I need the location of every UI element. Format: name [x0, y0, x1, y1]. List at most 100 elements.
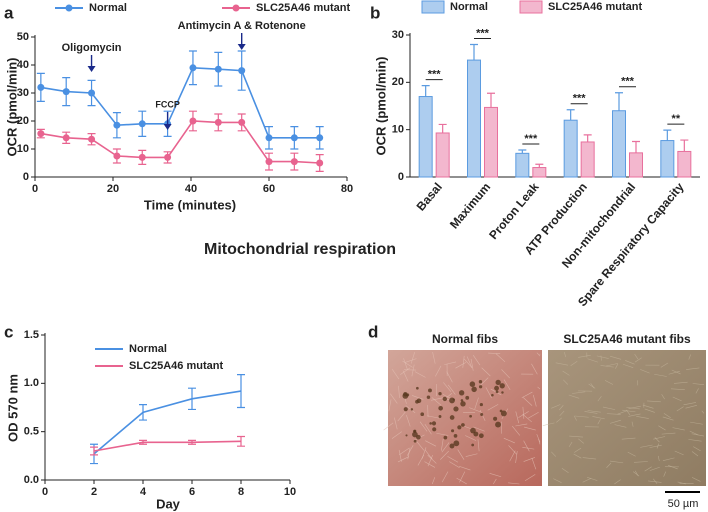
x-tick-label: Basal — [414, 180, 445, 214]
fiber — [663, 413, 671, 419]
fiber — [690, 421, 703, 425]
cell-cluster — [453, 406, 459, 412]
fiber — [667, 465, 678, 470]
fiber — [456, 477, 467, 485]
fiber — [671, 369, 681, 375]
fiber — [614, 479, 621, 485]
error-bar — [632, 140, 640, 153]
fiber — [455, 362, 467, 369]
fiber — [444, 361, 457, 365]
fiber — [528, 411, 539, 419]
fiber — [689, 430, 699, 436]
fiber — [661, 432, 676, 435]
fiber — [441, 442, 450, 453]
fiber — [695, 388, 699, 394]
fiber — [432, 351, 436, 364]
fiber — [588, 383, 596, 389]
fiber — [503, 437, 515, 444]
fiber — [568, 394, 580, 399]
significance-label: *** — [524, 133, 538, 145]
fiber — [626, 407, 640, 410]
fiber — [631, 421, 634, 427]
cell-cluster — [416, 398, 422, 404]
fiber — [532, 394, 537, 407]
marker — [37, 83, 45, 91]
fiber — [660, 362, 669, 368]
fiber — [459, 471, 466, 483]
fiber — [421, 447, 427, 459]
fiber — [463, 358, 473, 368]
fiber — [391, 368, 400, 380]
x-tick-label: 6 — [189, 486, 195, 498]
cell-cluster — [453, 440, 460, 447]
fiber — [569, 435, 583, 438]
fiber — [405, 405, 416, 414]
marker — [316, 134, 324, 142]
fiber — [691, 433, 705, 437]
cell-cluster — [478, 385, 483, 389]
panel-label: b — [370, 3, 380, 22]
cell-cluster — [442, 396, 447, 402]
panel-label: c — [4, 322, 13, 341]
fiber — [431, 397, 442, 406]
fiber — [465, 453, 478, 457]
series-line — [40, 66, 320, 139]
cell-cluster — [494, 385, 499, 391]
fiber — [487, 404, 499, 411]
cell-cluster — [478, 380, 483, 384]
series-line — [40, 120, 320, 164]
cell-cluster — [500, 410, 507, 417]
y-axis-title: OCR (pmol/min) — [373, 57, 388, 156]
fiber — [582, 457, 597, 460]
fiber — [503, 379, 511, 391]
fiber — [411, 395, 424, 400]
legend-label: SLC25A46 mutant — [256, 2, 350, 14]
legend-swatch — [421, 0, 445, 14]
fiber — [686, 367, 700, 370]
fiber — [394, 417, 398, 430]
fiber — [661, 394, 665, 400]
legend-marker — [232, 4, 240, 12]
fiber — [427, 415, 440, 419]
error-bar — [470, 43, 478, 61]
fiber — [582, 477, 592, 483]
fiber — [691, 477, 701, 482]
fiber — [512, 425, 521, 436]
fiber — [600, 365, 614, 368]
y-tick-label: 0 — [23, 171, 29, 183]
significance-label: *** — [621, 76, 635, 88]
fiber — [457, 449, 465, 460]
fiber — [419, 421, 428, 432]
fiber — [531, 457, 537, 470]
fiber — [515, 411, 520, 424]
fiber — [649, 444, 662, 448]
fiber — [402, 370, 409, 382]
fiber — [469, 407, 481, 413]
fiber — [564, 351, 566, 358]
annotation: Oligomycin — [62, 42, 122, 54]
cell-cluster — [457, 425, 462, 430]
bar — [629, 152, 643, 178]
cell-cluster — [420, 412, 425, 417]
x-tick-label: 0 — [42, 486, 48, 498]
cell-cluster — [499, 383, 505, 389]
fiber — [436, 432, 449, 436]
fiber — [622, 409, 636, 413]
cell-cluster — [428, 388, 432, 393]
fiber — [685, 404, 697, 409]
fiber — [634, 470, 639, 476]
error-bar — [438, 123, 447, 133]
cell-cluster — [478, 433, 484, 439]
marker — [62, 88, 70, 96]
fiber — [562, 370, 570, 376]
series-line — [93, 390, 242, 455]
cell-cluster — [432, 427, 437, 432]
fiber — [551, 404, 561, 409]
fiber — [654, 437, 660, 443]
fiber — [400, 367, 411, 375]
fiber — [515, 451, 518, 464]
annotation: Antimycin A & Rotenone — [178, 20, 306, 32]
fiber — [658, 425, 666, 431]
fiber — [383, 422, 394, 431]
